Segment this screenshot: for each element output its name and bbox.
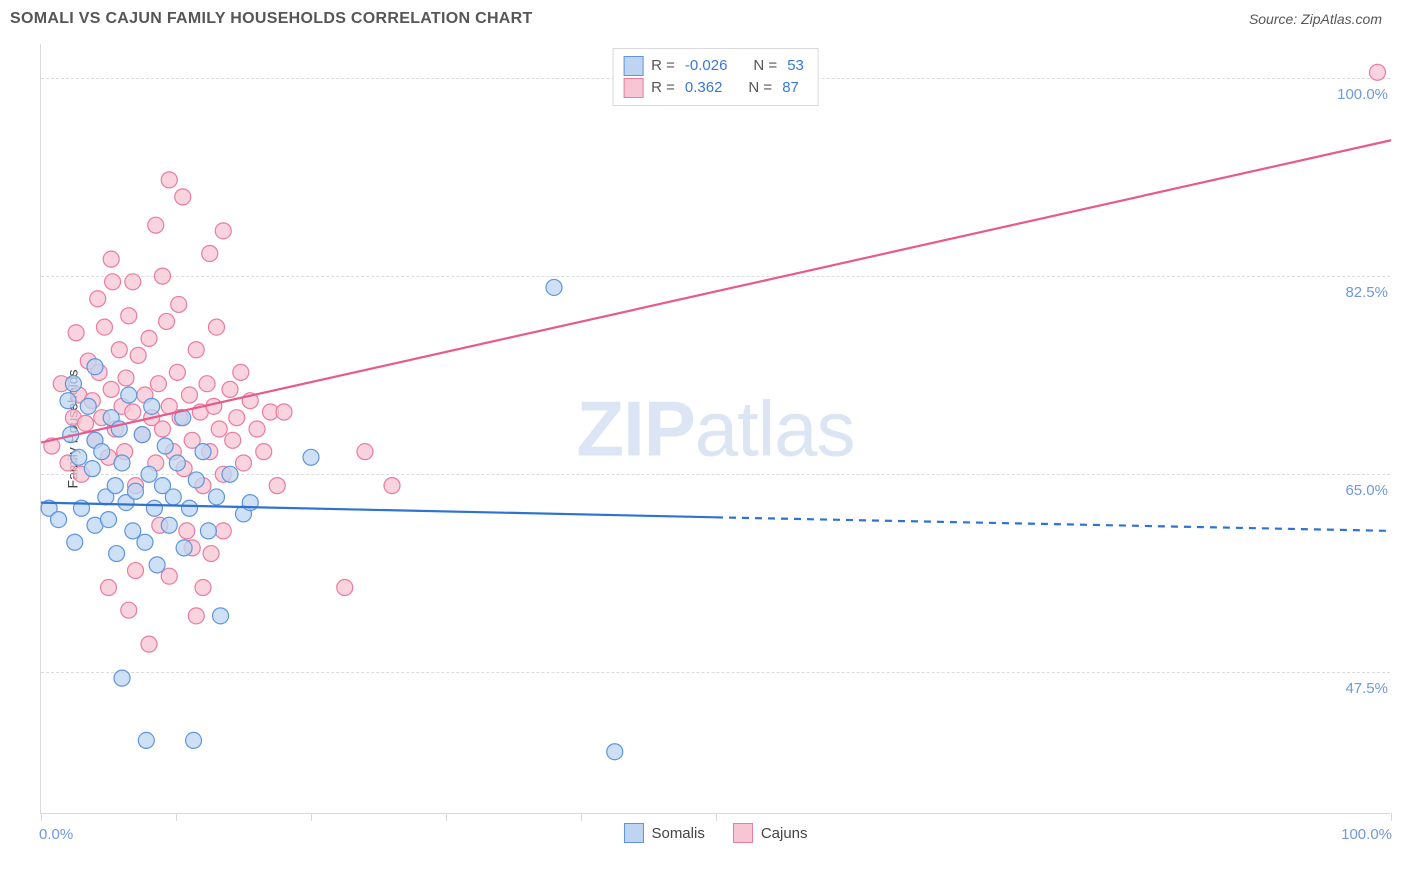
x-label-max: 100.0% [1341, 826, 1392, 843]
chart-source: Source: ZipAtlas.com [1249, 11, 1382, 27]
legend-series: Somalis Cajuns [623, 823, 807, 843]
legend-stat-row: R =-0.026N =53 [623, 55, 804, 77]
legend-stats: R =-0.026N =53R =0.362N =87 [612, 48, 819, 106]
scatter-plot-svg [41, 44, 1390, 813]
legend-stat-row: R =0.362N =87 [623, 77, 804, 99]
x-label-min: 0.0% [39, 826, 73, 843]
chart-area: Family Households ZIPatlas 47.5%65.0%82.… [40, 44, 1390, 814]
chart-title: SOMALI VS CAJUN FAMILY HOUSEHOLDS CORREL… [10, 10, 533, 28]
legend-item: Somalis [623, 823, 704, 843]
legend-item: Cajuns [733, 823, 808, 843]
